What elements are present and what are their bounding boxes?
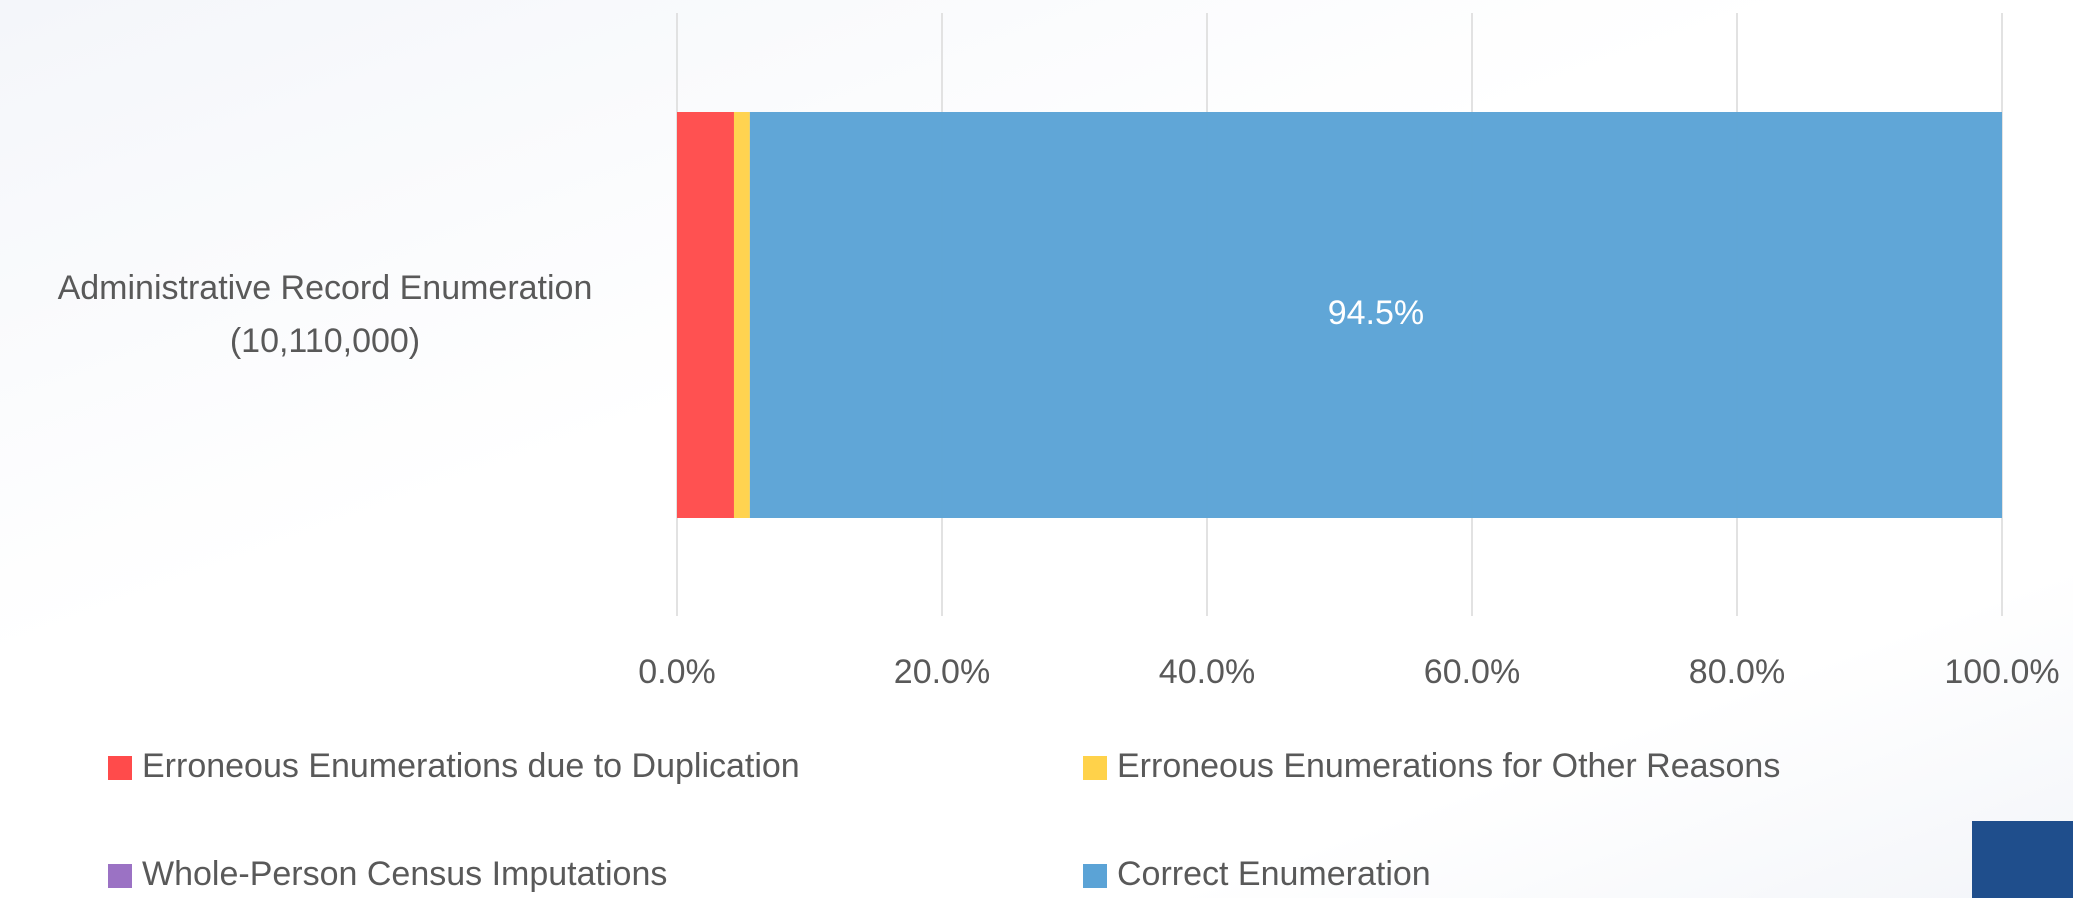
legend-swatch xyxy=(1083,756,1107,780)
x-tick-label: 40.0% xyxy=(1159,653,1255,691)
x-tick-label: 20.0% xyxy=(894,653,990,691)
x-tick-label: 100.0% xyxy=(1944,653,2059,691)
bar-segment xyxy=(733,112,750,518)
legend-swatch xyxy=(108,756,132,780)
bar-segment xyxy=(749,112,2002,518)
bar-segment xyxy=(677,112,734,518)
x-tick-label: 80.0% xyxy=(1689,653,1785,691)
legend-swatch xyxy=(108,864,132,888)
logo-box xyxy=(1972,821,2073,898)
legend-label: Whole-Person Census Imputations xyxy=(142,855,667,893)
category-label: Administrative Record Enumeration (10,11… xyxy=(57,269,593,360)
legend-label: Erroneous Enumerations for Other Reasons xyxy=(1117,747,1780,785)
legend-swatch xyxy=(1083,864,1107,888)
legend-label: Erroneous Enumerations due to Duplicatio… xyxy=(142,747,800,785)
data-label: 94.5% xyxy=(1328,294,1424,332)
x-tick-label: 60.0% xyxy=(1424,653,1520,691)
x-tick-label: 0.0% xyxy=(638,653,716,691)
legend-label: Correct Enumeration xyxy=(1117,855,1431,893)
